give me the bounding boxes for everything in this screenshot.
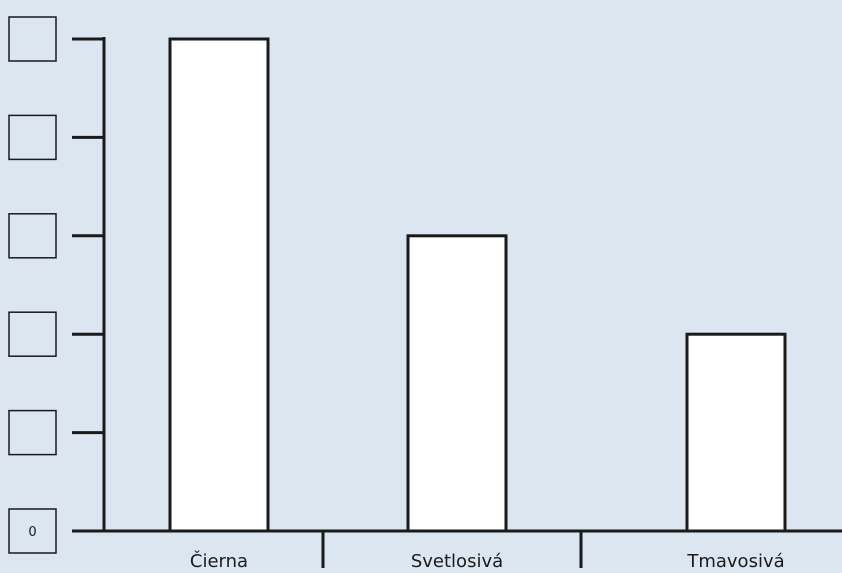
x-tick-label-1: Svetlosivá	[411, 551, 503, 572]
y-axis-ticks	[72, 37, 104, 533]
x-tick-label-0: Čierna	[190, 550, 248, 572]
x-axis-separators	[321, 531, 583, 568]
x-axis-category-labels: Čierna Svetlosivá Tmavosivá	[190, 550, 785, 572]
x-tick-label-2: Tmavosivá	[686, 551, 784, 572]
bars	[168, 37, 787, 533]
y-tick-box-3	[8, 213, 57, 259]
bar-1	[406, 234, 508, 533]
y-tick-label-boxes: 0	[8, 16, 57, 554]
bar-2	[685, 332, 787, 533]
bar-0	[168, 37, 270, 533]
y-tick-box-1	[8, 409, 57, 456]
y-tick-label-0: 0	[28, 525, 36, 540]
y-tick-box-4	[8, 114, 57, 161]
y-tick-box-5	[8, 16, 57, 62]
y-tick-box-0	[8, 508, 57, 554]
y-tick-box-2	[8, 311, 57, 357]
